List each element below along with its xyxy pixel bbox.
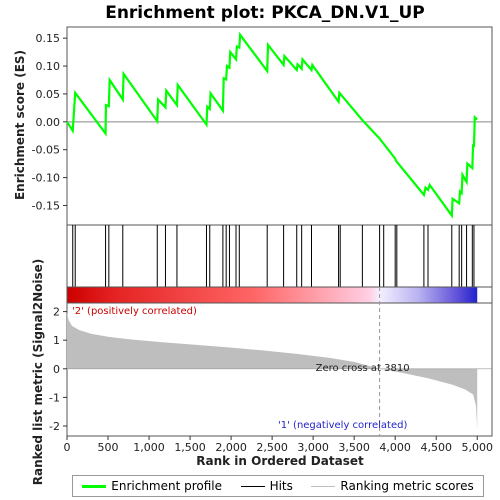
x-tick-label: 2,000 xyxy=(215,441,247,454)
rank-y-tick-label: -1 xyxy=(49,391,60,404)
es-y-tick-label: -0.15 xyxy=(32,199,60,212)
hits-panel xyxy=(66,224,493,288)
x-axis-label: Rank in Ordered Dataset xyxy=(196,454,364,468)
x-tick-label: 1,500 xyxy=(174,441,206,454)
es-panel: -0.15 -0.10 -0.05 0.00 0.05 0.10 0.15 xyxy=(32,26,493,226)
positive-correlation-label: '2' (positively correlated) xyxy=(72,306,197,317)
x-tick-label: 5,000 xyxy=(461,441,493,454)
legend-swatch-enrichment xyxy=(82,484,107,488)
rank-y-axis-label: Ranked list metric (Signal2Noise) xyxy=(31,259,45,486)
legend-swatch-ranking xyxy=(311,485,336,487)
es-y-tick-label: -0.10 xyxy=(32,172,60,185)
x-tick-label: 4,000 xyxy=(379,441,411,454)
es-y-tick-label: -0.05 xyxy=(32,144,60,157)
x-tick-label: 3,500 xyxy=(338,441,370,454)
legend-label-hits: Hits xyxy=(269,479,293,493)
legend-item-hits: Hits xyxy=(240,479,293,493)
x-axis: 0 500 1,000 1,500 2,000 2,500 3,000 3,500 4,000 4… xyxy=(64,436,493,454)
ranked-metric-panel: -2 -1 0 1 2 '2' (positively correlated) Zero c… xyxy=(49,287,493,437)
legend-swatch-hits xyxy=(240,485,265,487)
enrichment-profile-line xyxy=(66,31,478,219)
legend: Enrichment profile Hits Ranking metric s… xyxy=(72,475,484,497)
es-y-tick-label: 0.00 xyxy=(36,116,61,129)
zero-cross-label: Zero cross at 3810 xyxy=(316,363,410,374)
rank-y-tick-label: -2 xyxy=(49,420,60,433)
es-plot-frame xyxy=(66,26,493,226)
es-y-tick-label: 0.15 xyxy=(36,32,61,45)
ranking-metric-area xyxy=(67,313,478,429)
legend-label-ranking: Ranking metric scores xyxy=(340,479,474,493)
es-y-tick-label: 0.10 xyxy=(36,60,61,73)
rank-y-tick-label: 2 xyxy=(53,306,60,319)
rank-y-tick-label: 0 xyxy=(53,363,60,376)
es-y-axis-label: Enrichment score (ES) xyxy=(13,50,27,200)
legend-item-enrichment: Enrichment profile xyxy=(82,479,222,493)
es-y-tick-label: 0.05 xyxy=(36,88,61,101)
x-tick-label: 0 xyxy=(64,441,71,454)
rank-heatmap-bar xyxy=(66,286,493,304)
legend-label-enrichment: Enrichment profile xyxy=(111,479,223,493)
x-tick-label: 500 xyxy=(98,441,119,454)
legend-item-ranking: Ranking metric scores xyxy=(311,479,474,493)
x-tick-label: 2,500 xyxy=(256,441,288,454)
chart-title: Enrichment plot: PKCA_DN.V1_UP xyxy=(105,3,425,23)
x-tick-label: 1,000 xyxy=(133,441,165,454)
negative-correlation-label: '1' (negatively correlated) xyxy=(278,420,407,431)
x-tick-label: 3,000 xyxy=(297,441,329,454)
x-tick-label: 4,500 xyxy=(420,441,452,454)
hits-frame xyxy=(66,224,493,288)
rank-y-tick-label: 1 xyxy=(53,334,60,347)
heatmap-colour-strip xyxy=(67,287,478,303)
